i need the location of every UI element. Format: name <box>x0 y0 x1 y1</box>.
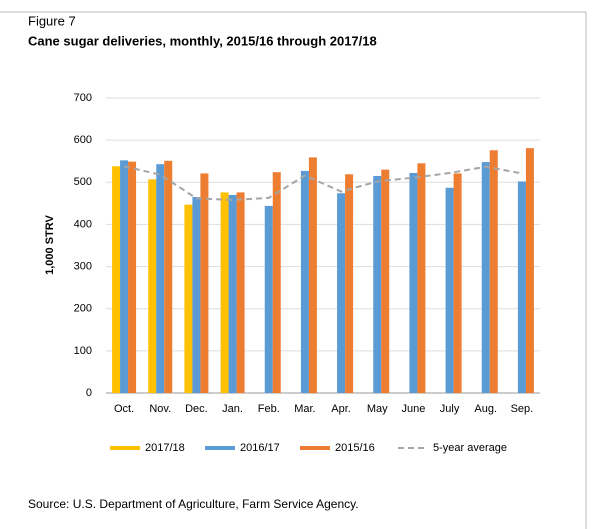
bar <box>345 174 354 393</box>
bar <box>525 148 534 393</box>
x-tick-label: Feb. <box>258 403 280 415</box>
y-tick-label: 600 <box>74 134 92 146</box>
bar <box>453 173 462 393</box>
y-tick-label: 700 <box>74 92 92 104</box>
bar <box>156 164 165 393</box>
legend-label: 2017/18 <box>145 442 185 454</box>
y-tick-label: 100 <box>74 345 92 357</box>
bar <box>112 166 121 393</box>
bar <box>192 197 201 393</box>
bar <box>120 160 129 393</box>
bar <box>200 173 209 393</box>
bar <box>337 193 346 393</box>
bar <box>308 157 317 393</box>
bar <box>417 163 426 393</box>
x-tick-label: Sep. <box>511 403 534 415</box>
x-tick-label: Oct. <box>114 403 134 415</box>
bar <box>381 169 390 393</box>
x-tick-label: Jan. <box>222 403 243 415</box>
x-tick-label: June <box>401 403 425 415</box>
bar <box>264 205 273 393</box>
legend-label: 2015/16 <box>335 442 375 454</box>
x-tick-label: Aug. <box>474 403 497 415</box>
x-tick-label: Nov. <box>149 403 171 415</box>
x-tick-label: Mar. <box>294 403 315 415</box>
source: Source: U.S. Department of Agriculture, … <box>28 497 359 511</box>
figure-label: Figure 7 <box>28 13 76 28</box>
bar <box>445 187 454 393</box>
bar <box>128 161 137 393</box>
bar <box>481 162 490 393</box>
legend-label: 2016/17 <box>240 442 280 454</box>
bar <box>489 150 498 393</box>
bar <box>300 170 309 393</box>
y-tick-label: 500 <box>74 176 92 188</box>
bar <box>164 160 173 393</box>
bar <box>409 173 418 393</box>
x-tick-label: May <box>367 403 388 415</box>
bar <box>148 179 157 393</box>
bar <box>236 192 245 393</box>
bar <box>272 172 281 393</box>
y-tick-label: 300 <box>74 260 92 272</box>
x-tick-label: Dec. <box>185 403 208 415</box>
legend-label: 5-year average <box>433 442 507 454</box>
y-axis-label: 1,000 STRV <box>44 214 56 274</box>
bar <box>228 194 237 393</box>
chart-title: Cane sugar deliveries, monthly, 2015/16 … <box>28 33 377 48</box>
y-tick-label: 400 <box>74 218 92 230</box>
bar <box>184 204 193 393</box>
bar <box>517 181 526 393</box>
y-tick-label: 0 <box>86 387 92 399</box>
y-tick-label: 200 <box>74 303 92 315</box>
bar <box>220 192 229 393</box>
x-tick-label: July <box>440 403 460 415</box>
bar <box>373 175 382 393</box>
line <box>123 165 523 201</box>
x-tick-label: Apr. <box>331 403 351 415</box>
